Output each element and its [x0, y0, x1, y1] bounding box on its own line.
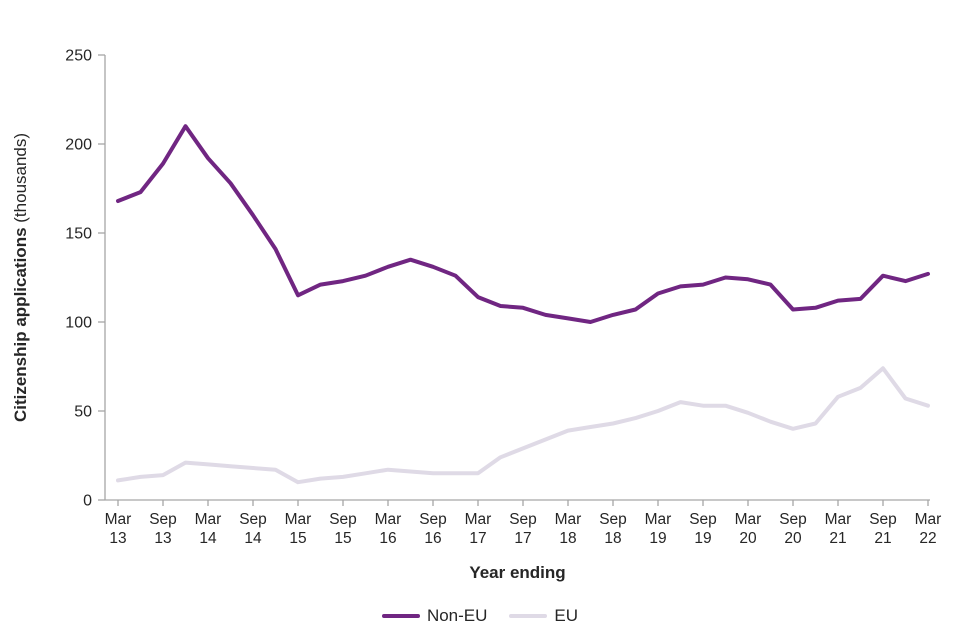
chart-legend: Non-EU EU — [0, 598, 960, 634]
svg-text:Mar: Mar — [915, 511, 942, 528]
svg-text:Sep: Sep — [689, 511, 717, 528]
svg-text:19: 19 — [649, 530, 666, 547]
svg-text:16: 16 — [424, 530, 441, 547]
legend-label-eu: EU — [554, 606, 579, 625]
svg-text:Mar: Mar — [285, 511, 312, 528]
svg-text:Mar: Mar — [735, 511, 762, 528]
svg-text:16: 16 — [379, 530, 396, 547]
svg-text:19: 19 — [694, 530, 711, 547]
svg-text:17: 17 — [514, 530, 531, 547]
svg-text:18: 18 — [559, 530, 576, 547]
svg-text:Sep: Sep — [329, 511, 357, 528]
svg-text:50: 50 — [74, 404, 92, 421]
svg-text:Sep: Sep — [419, 511, 447, 528]
svg-text:Mar: Mar — [825, 511, 852, 528]
svg-text:21: 21 — [829, 530, 846, 547]
svg-text:Citizenship applications (thou: Citizenship applications (thousands) — [11, 133, 30, 422]
svg-text:Sep: Sep — [599, 511, 627, 528]
legend-label-non-eu: Non-EU — [426, 606, 488, 625]
line-chart: 0 50 100 150 200 250 Mar 13 Sep 13 Mar 14 Sep 14 Mar 15… — [11, 48, 942, 583]
legend-item-non-eu: Non-EU — [381, 606, 488, 626]
svg-text:100: 100 — [65, 315, 92, 332]
legend-item-eu: EU — [509, 606, 578, 626]
svg-text:Sep: Sep — [869, 511, 897, 528]
svg-text:Mar: Mar — [465, 511, 492, 528]
svg-text:20: 20 — [739, 530, 757, 547]
svg-text:Mar: Mar — [555, 511, 582, 528]
svg-text:250: 250 — [65, 48, 92, 65]
non-eu-line-swatch — [381, 614, 420, 618]
svg-text:200: 200 — [65, 137, 92, 154]
svg-text:13: 13 — [109, 530, 126, 547]
svg-text:Mar: Mar — [195, 511, 222, 528]
svg-text:21: 21 — [874, 530, 891, 547]
eu-line-swatch — [509, 614, 548, 618]
svg-text:Sep: Sep — [779, 511, 807, 528]
svg-text:18: 18 — [604, 530, 621, 547]
svg-text:14: 14 — [199, 530, 217, 547]
svg-text:15: 15 — [334, 530, 351, 547]
svg-text:Sep: Sep — [509, 511, 537, 528]
svg-text:14: 14 — [244, 530, 262, 547]
svg-text:150: 150 — [65, 226, 92, 243]
svg-text:Sep: Sep — [149, 511, 177, 528]
svg-text:0: 0 — [83, 493, 92, 510]
svg-text:13: 13 — [154, 530, 171, 547]
svg-text:Mar: Mar — [645, 511, 672, 528]
svg-text:Mar: Mar — [375, 511, 402, 528]
svg-text:17: 17 — [469, 530, 486, 547]
svg-text:15: 15 — [289, 530, 306, 547]
svg-text:22: 22 — [919, 530, 936, 547]
svg-text:Sep: Sep — [239, 511, 267, 528]
svg-text:Mar: Mar — [105, 511, 132, 528]
svg-text:Year ending: Year ending — [469, 563, 565, 582]
svg-text:20: 20 — [784, 530, 802, 547]
